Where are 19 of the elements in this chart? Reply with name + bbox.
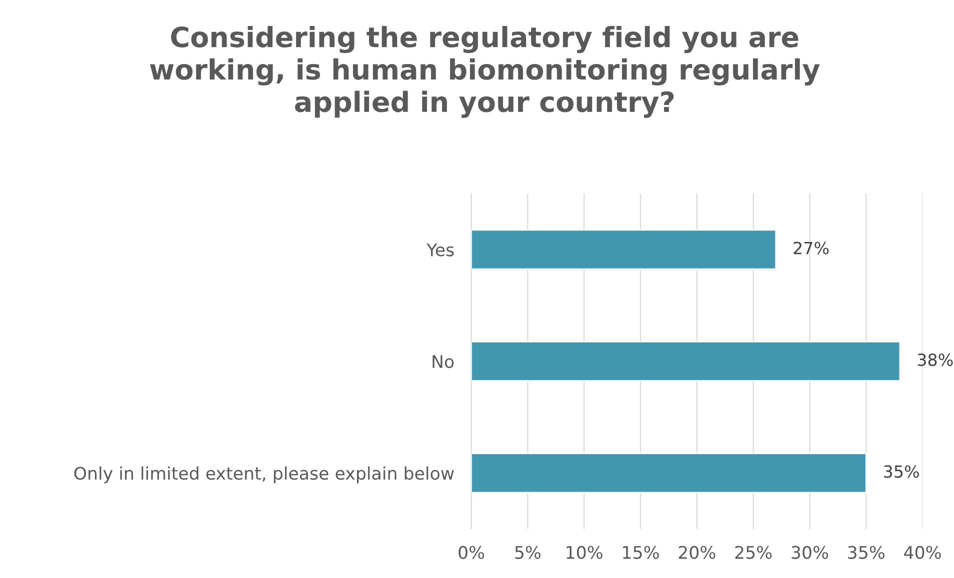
- x-tick-label: 10%: [566, 546, 602, 559]
- x-tick-label: 0%: [458, 546, 484, 559]
- data-label: 35%: [884, 465, 919, 478]
- x-tick-label: 25%: [735, 546, 772, 559]
- x-tick-label: 20%: [678, 546, 716, 559]
- y-tick-label: No: [432, 355, 454, 368]
- y-tick-label: Only in limited extent, please explain below: [74, 466, 454, 484]
- x-tick-label: 40%: [904, 546, 941, 559]
- y-tick-label: Yes: [426, 243, 454, 256]
- bar: [471, 341, 901, 382]
- data-label: 38%: [918, 353, 953, 366]
- x-tick-label: 15%: [623, 546, 659, 559]
- chart-title: Considering the regulatory field you are working, is human biomonitoring regularly applied in your country?: [150, 26, 820, 118]
- bar: [471, 229, 777, 270]
- x-tick-label: 30%: [792, 546, 828, 559]
- x-tick-label: 35%: [848, 546, 884, 559]
- data-label: 27%: [794, 242, 829, 254]
- x-tick-label: 5%: [515, 546, 540, 559]
- bar: [471, 452, 867, 494]
